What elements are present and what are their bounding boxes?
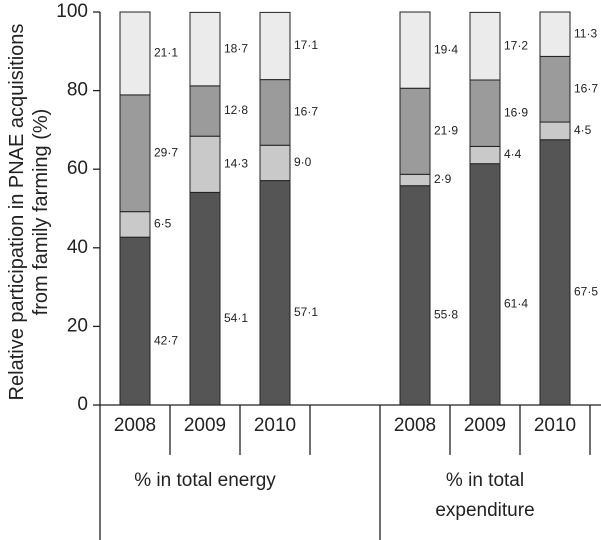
- value-label: 16·7: [294, 105, 318, 119]
- bar-segment: [539, 139, 571, 406]
- value-label: 16·7: [574, 81, 598, 95]
- value-label: 61·4: [504, 297, 528, 311]
- value-label: 42·7: [154, 333, 178, 347]
- y-tick-label: 80: [67, 80, 88, 101]
- bar-segment: [189, 11, 221, 87]
- x-tick-label: 2009: [184, 415, 226, 436]
- bar-segment: [189, 85, 221, 137]
- bar-segment: [189, 191, 221, 406]
- bar-segment: [119, 236, 151, 406]
- bar-segment: [259, 144, 291, 182]
- bar-segment: [539, 11, 571, 57]
- value-label: 17·1: [294, 38, 318, 52]
- y-tick-label: 60: [67, 158, 88, 179]
- bar-segment: [119, 11, 151, 96]
- value-label: 21·1: [154, 46, 178, 60]
- value-label: 4·4: [504, 147, 522, 161]
- value-label: 16·9: [504, 105, 528, 119]
- value-label: 67·5: [574, 285, 598, 299]
- y-tick-label: 20: [67, 315, 88, 336]
- bar-segment: [399, 87, 431, 175]
- bar-segment: [259, 79, 291, 146]
- x-tick-label: 2010: [254, 415, 296, 436]
- bar-segment: [469, 11, 501, 81]
- value-label: 14·3: [224, 156, 248, 170]
- value-label: 57·1: [294, 305, 318, 319]
- value-label: 55·8: [434, 308, 458, 322]
- value-label: 6·5: [154, 217, 172, 231]
- x-tick-label: 2010: [534, 415, 576, 436]
- value-label: 19·4: [434, 42, 458, 56]
- x-tick-label: 2009: [464, 415, 506, 436]
- y-tick-label: 40: [67, 237, 88, 258]
- bar-segment: [399, 185, 431, 406]
- value-label: 11·3: [574, 26, 597, 40]
- bar-segment: [469, 79, 501, 147]
- value-label: 17·2: [504, 38, 528, 52]
- value-label: 2·9: [434, 172, 452, 186]
- value-label: 9·0: [294, 155, 312, 169]
- y-tick-label: 0: [77, 394, 88, 415]
- bar-segment: [399, 11, 431, 89]
- x-tick-label: 2008: [114, 415, 156, 436]
- bar-segment: [119, 94, 151, 213]
- y-axis-label: Relative participation in PNAE acquisiti…: [6, 23, 52, 401]
- bar-segment: [539, 55, 571, 123]
- value-label: 29·7: [154, 145, 178, 159]
- bar-segment: [469, 145, 501, 165]
- x-tick-label: 2008: [394, 415, 436, 436]
- bar-segment: [119, 211, 151, 238]
- bar-segment: [259, 11, 291, 81]
- value-label: 18·7: [224, 41, 248, 55]
- bar-segment: [469, 163, 501, 406]
- group-label: % in total expenditure: [435, 470, 535, 521]
- value-label: 12·8: [224, 103, 248, 117]
- value-label: 54·1: [224, 311, 248, 325]
- value-label: 4·5: [574, 123, 592, 137]
- y-tick-label: 100: [56, 1, 88, 22]
- bar-segment: [189, 135, 221, 193]
- bar-segment: [539, 121, 571, 141]
- bar-segment: [259, 180, 291, 406]
- group-label: % in total energy: [134, 470, 276, 491]
- bar-segment: [399, 173, 431, 187]
- value-label: 21·9: [434, 123, 458, 137]
